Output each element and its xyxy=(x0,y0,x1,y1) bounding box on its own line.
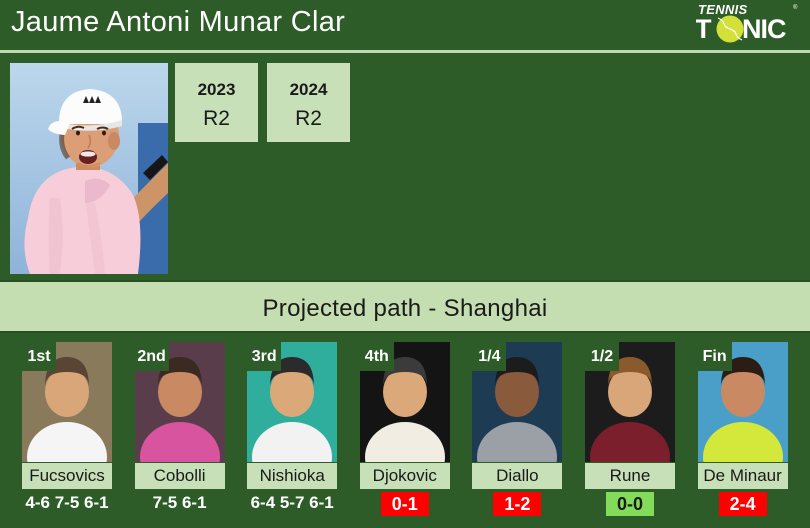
svg-text:®: ® xyxy=(793,4,798,11)
svg-text:T: T xyxy=(696,14,712,43)
svg-text:NIC: NIC xyxy=(742,14,786,43)
